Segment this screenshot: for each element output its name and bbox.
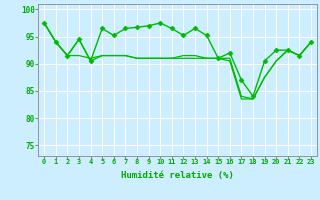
X-axis label: Humidité relative (%): Humidité relative (%)	[121, 171, 234, 180]
